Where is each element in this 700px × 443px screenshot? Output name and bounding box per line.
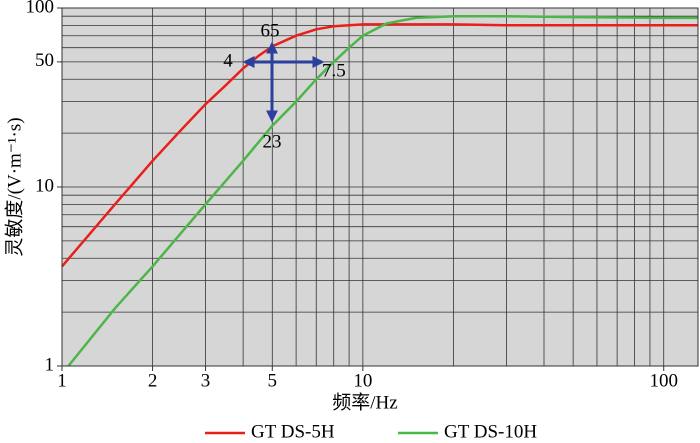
annotation: 4 xyxy=(223,50,233,71)
x-axis-label: 频率/Hz xyxy=(332,391,397,413)
y-tick-label: 10 xyxy=(35,175,54,196)
x-tick-label: 10 xyxy=(353,370,372,391)
series-line xyxy=(67,14,698,367)
x-tick-label: 1 xyxy=(57,370,67,391)
annotation: 23 xyxy=(263,131,282,152)
y-axis-label: 灵敏度/(V·m⁻¹·s) xyxy=(3,117,25,256)
x-tick-label: 2 xyxy=(148,370,158,391)
annotation: 7.5 xyxy=(322,60,346,81)
y-tick-label: 50 xyxy=(35,50,54,71)
legend-label: GT DS-5H xyxy=(251,421,335,442)
x-tick-label: 100 xyxy=(649,370,678,391)
x-tick-label: 5 xyxy=(268,370,278,391)
annotation: 65 xyxy=(261,20,280,41)
arrows xyxy=(242,41,325,123)
legend-label: GT DS-10H xyxy=(444,421,537,442)
x-tick-label: 3 xyxy=(201,370,211,391)
y-tick-label: 100 xyxy=(26,0,55,17)
series-line xyxy=(61,23,698,268)
y-tick-label: 1 xyxy=(45,354,55,375)
